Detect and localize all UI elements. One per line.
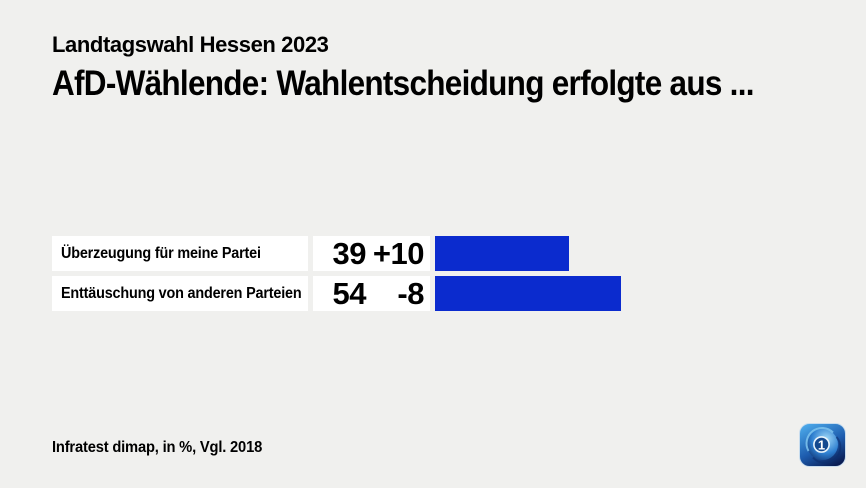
logo-one-glyph: 1 [818, 438, 825, 453]
row-value-box: 54 -8 [313, 276, 430, 311]
row-change-value: +10 [372, 235, 425, 271]
globe-swoosh [805, 426, 834, 452]
row-bar [435, 276, 621, 311]
page-title: AfD-Wählende: Wahlentscheidung erfolgte … [52, 64, 755, 103]
row-label-box: Überzeugung für meine Partei [52, 236, 308, 271]
kicker-title: Landtagswahl Hessen 2023 [52, 32, 329, 57]
logo-one-circle [813, 436, 830, 453]
row-change-value: -8 [397, 275, 424, 311]
row-bar [435, 236, 569, 271]
row-value: 54 [332, 275, 367, 311]
chart-row: Überzeugung für meine Partei 39 +10 [52, 236, 621, 271]
source-note: Infratest dimap, in %, Vgl. 2018 [52, 439, 263, 456]
row-value: 39 [332, 235, 367, 271]
row-value-box: 39 +10 [313, 236, 430, 271]
globe-swoosh-dark [812, 436, 842, 464]
tagesschau-logo: 1 [799, 423, 846, 467]
row-label-box: Enttäuschung von anderen Parteien [52, 276, 308, 311]
row-label: Enttäuschung von anderen Parteien [61, 284, 302, 302]
tagesschau-logo-graphic: 1 [799, 423, 846, 467]
bar-chart: Überzeugung für meine Partei 39 +10 Entt… [52, 236, 621, 311]
chart-row: Enttäuschung von anderen Parteien 54 -8 [52, 276, 621, 311]
row-label: Überzeugung für meine Partei [61, 244, 261, 262]
